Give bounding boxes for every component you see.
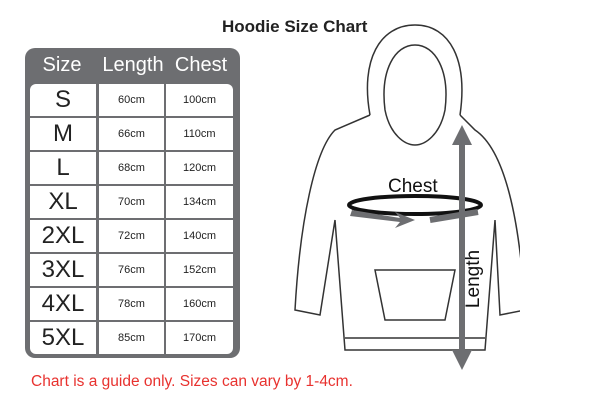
size-table: Size Length Chest S 60cm 100cm M 66cm 110cm L 6…: [25, 48, 240, 358]
cell-size: S: [30, 84, 96, 116]
cell-chest: 134cm: [166, 186, 233, 218]
length-label: Length: [463, 249, 485, 309]
header-size: Size: [42, 54, 82, 76]
cell-chest: 140cm: [166, 220, 233, 252]
cell-chest: 160cm: [166, 288, 233, 320]
chest-arrow-icon: [350, 210, 415, 228]
cell-length: 66cm: [99, 118, 164, 150]
chest-ellipse: [347, 194, 483, 216]
hoodie-illustration: [294, 24, 520, 370]
cell-size: 2XL: [30, 220, 96, 252]
cell-size: XL: [30, 186, 96, 218]
cell-length: 60cm: [99, 84, 164, 116]
cell-length: 85cm: [99, 322, 164, 354]
header-chest: Chest: [174, 54, 228, 76]
length-arrow-down-icon: [452, 350, 472, 370]
cell-chest: 152cm: [166, 254, 233, 286]
cell-length: 70cm: [99, 186, 164, 218]
cell-chest: 170cm: [166, 322, 233, 354]
cell-length: 76cm: [99, 254, 164, 286]
length-arrow-up-icon: [452, 125, 472, 145]
cell-chest: 120cm: [166, 152, 233, 184]
page-title: Hoodie Size Chart: [222, 17, 368, 36]
disclaimer-note: Chart is a guide only. Sizes can vary by…: [31, 373, 353, 390]
body-outline: [294, 114, 520, 351]
cell-size: 3XL: [30, 254, 96, 286]
cell-length: 72cm: [99, 220, 164, 252]
hood-outline: [366, 24, 463, 116]
hood-inner: [383, 44, 447, 146]
cell-length: 78cm: [99, 288, 164, 320]
cell-size: L: [30, 152, 96, 184]
cell-size: 4XL: [30, 288, 96, 320]
pocket: [374, 269, 456, 321]
chest-arrow-right: [429, 209, 479, 223]
chest-label: Chest: [388, 176, 438, 197]
cell-chest: 110cm: [166, 118, 233, 150]
cell-chest: 100cm: [166, 84, 233, 116]
cell-size: 5XL: [30, 322, 96, 354]
cell-size: M: [30, 118, 96, 150]
cell-length: 68cm: [99, 152, 164, 184]
header-length: Length: [102, 54, 164, 76]
